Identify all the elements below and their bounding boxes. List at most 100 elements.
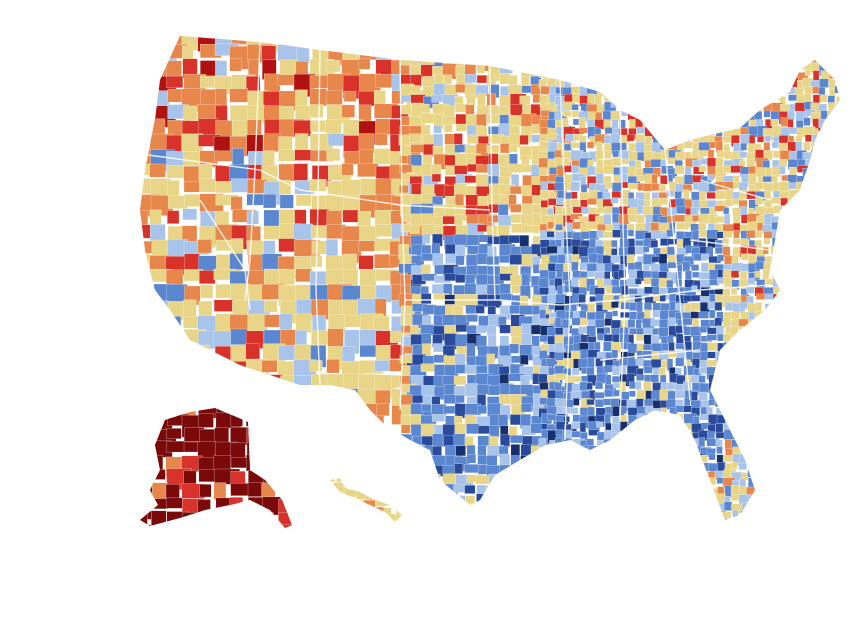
county-cell: [531, 455, 545, 467]
county-cell: [835, 415, 840, 424]
county-cell: [572, 206, 583, 214]
county-cell: [635, 117, 648, 128]
county-cell: [786, 463, 800, 473]
county-cell: [755, 438, 767, 445]
county-cell: [668, 102, 681, 115]
county-cell: [635, 85, 645, 92]
county-cell: [421, 103, 430, 113]
county-cell: [659, 109, 666, 117]
county-cell: [730, 270, 740, 278]
county-cell: [150, 525, 176, 528]
county-cell: [845, 184, 850, 196]
county-cell: [820, 381, 829, 392]
county-cell: [149, 163, 166, 178]
county-cell: [432, 494, 442, 504]
county-cell: [464, 283, 478, 296]
county-cell: [836, 142, 840, 154]
county-cell: [707, 86, 719, 100]
county-cell: [611, 519, 619, 520]
county-cell: [610, 101, 622, 108]
county-cell: [770, 118, 779, 126]
county-cell: [780, 349, 791, 360]
county-cell: [706, 477, 717, 485]
county-cell: [819, 445, 830, 452]
county-cell: [564, 487, 574, 501]
county-cell: [676, 423, 685, 433]
county-cell: [477, 455, 489, 465]
county-cell: [263, 456, 286, 467]
county-cell: [540, 494, 552, 501]
county-cell: [376, 403, 390, 416]
county-cell: [510, 455, 521, 472]
county-cell: [580, 56, 593, 68]
county-cell: [634, 430, 644, 443]
county-cell: [644, 102, 654, 111]
county-cell: [794, 230, 807, 240]
county-cell: [722, 373, 732, 384]
county-cell: [391, 43, 416, 58]
county-cell: [562, 479, 572, 486]
county-cell: [555, 55, 572, 68]
county-cell: [165, 526, 178, 528]
county-cell: [754, 111, 763, 121]
county-cell: [668, 463, 679, 473]
county-cell: [330, 521, 339, 522]
county-cell: [533, 64, 543, 77]
county-cell: [692, 109, 705, 118]
county-cell: [730, 392, 737, 401]
county-cell: [818, 246, 828, 253]
county-cell: [786, 269, 795, 277]
county-cell: [572, 54, 579, 66]
county-cell: [604, 494, 615, 501]
county-cell: [602, 486, 611, 497]
county-cell: [803, 327, 815, 338]
county-cell: [812, 303, 824, 314]
county-cell: [605, 462, 615, 471]
county-cell: [554, 373, 567, 380]
county-cell: [431, 284, 444, 295]
county-cell: [295, 470, 312, 489]
county-cell: [652, 445, 666, 457]
county-cell: [714, 70, 728, 80]
county-cell: [747, 54, 759, 66]
county-cell: [453, 484, 467, 493]
county-cell: [845, 119, 850, 129]
county-cell: [432, 433, 444, 447]
county-cell: [692, 318, 700, 328]
county-cell: [674, 53, 685, 62]
county-cell: [467, 245, 479, 255]
county-cell: [650, 438, 660, 449]
county-cell: [796, 414, 806, 426]
county-cell: [140, 413, 149, 430]
county-cell: [278, 149, 296, 162]
county-cell: [151, 361, 166, 381]
county-cell: [690, 69, 702, 78]
county-cell: [612, 157, 622, 167]
county-cell: [643, 502, 652, 510]
county-cell: [804, 191, 814, 205]
county-cell: [802, 367, 813, 380]
county-cell: [499, 255, 510, 263]
county-cell: [264, 314, 282, 328]
county-cell: [554, 465, 573, 480]
county-cell: [828, 120, 840, 131]
county-cell: [604, 85, 617, 99]
county-cell: [757, 53, 766, 64]
county-cell: [555, 448, 568, 456]
county-cell: [764, 493, 776, 501]
county-cell: [326, 359, 340, 374]
county-cell: [400, 345, 413, 354]
county-cell: [637, 151, 645, 162]
county-cell: [602, 110, 612, 121]
county-cell: [821, 342, 833, 352]
county-cell: [779, 53, 787, 64]
county-cell: [810, 519, 823, 520]
county-cell: [772, 439, 785, 451]
county-cell: [698, 150, 709, 157]
county-cell: [812, 453, 821, 462]
county-cell: [812, 447, 821, 460]
county-cell: [263, 526, 276, 528]
county-cell: [629, 494, 641, 505]
county-cell: [698, 119, 705, 129]
county-cell: [555, 317, 562, 328]
